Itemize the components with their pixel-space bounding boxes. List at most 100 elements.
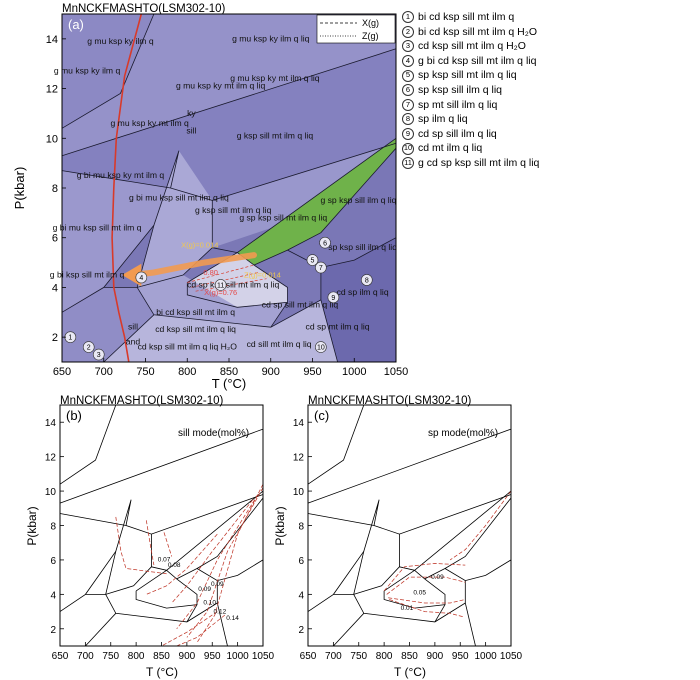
a-boundary-2 bbox=[61, 48, 397, 157]
c-xtick-label: 1000 bbox=[475, 651, 498, 662]
panel-c-letter: (c) bbox=[314, 408, 329, 423]
phase-field-7 bbox=[212, 138, 396, 248]
field-marker-7 bbox=[315, 261, 327, 274]
field-marker-3 bbox=[92, 348, 105, 361]
panel-c-header: MnNCKFMASHTO(LSM302-10) bbox=[308, 395, 472, 407]
a-boundary-13 bbox=[136, 287, 322, 328]
field-label-27: and bbox=[126, 337, 141, 347]
a-xtick-label: 750 bbox=[136, 366, 154, 378]
field-marker-label-9: 9 bbox=[331, 295, 335, 302]
sill-contour-label-7: 0.09 bbox=[211, 581, 224, 588]
c-boundary-7 bbox=[399, 490, 512, 571]
field-label-26: sill bbox=[128, 322, 138, 332]
a-xtick-label: 1050 bbox=[384, 366, 408, 378]
legend-item-4: 4 g bi cd ksp sill mt ilm q liq bbox=[402, 54, 694, 69]
b-xtick-label: 700 bbox=[77, 651, 94, 662]
field-label-22: cd sill mt ilm q liq bbox=[247, 339, 312, 349]
b-boundary-1 bbox=[59, 404, 117, 485]
legend-text: sp ksp sill mt ilm q liq bbox=[418, 69, 517, 82]
sp-contour-4 bbox=[389, 599, 463, 618]
a-ytick-label: 4 bbox=[52, 282, 58, 294]
legend-text: g cd sp ksp sill mt ilm q liq bbox=[418, 156, 540, 169]
line-style-legend: X(g) Z(g) bbox=[316, 14, 396, 44]
legend-number: 9 bbox=[402, 128, 414, 141]
panel-c-xlabel: T (°C) bbox=[394, 665, 426, 679]
legend-item-10: 10 cd mt ilm q liq bbox=[402, 141, 694, 156]
a-boundary-3 bbox=[61, 142, 397, 201]
legend-item-11: 11 g cd sp ksp sill mt ilm q liq bbox=[402, 156, 694, 171]
b-ytick-label: 4 bbox=[50, 590, 56, 601]
field-marker-label-8: 8 bbox=[365, 278, 369, 285]
field-marker-label-6: 6 bbox=[323, 240, 327, 247]
legend-number: 3 bbox=[402, 40, 414, 53]
a-xtick-label: 650 bbox=[53, 366, 71, 378]
b-ytick-label: 12 bbox=[45, 453, 57, 464]
line-style-legend-box bbox=[316, 14, 396, 44]
a-boundary-9 bbox=[287, 237, 397, 268]
legend-number: 1 bbox=[402, 11, 414, 24]
sill-contour-8 bbox=[196, 484, 264, 643]
c-boundary-3 bbox=[307, 494, 512, 535]
field-marker-4 bbox=[135, 271, 148, 284]
field-marker-label-11: 11 bbox=[217, 283, 224, 290]
c-boundary-6 bbox=[353, 534, 400, 595]
legend-text: cd sp sill ilm q liq bbox=[418, 127, 497, 140]
sp-contour-5 bbox=[449, 490, 512, 561]
assemblage-legend: 1 bi cd ksp sill mt ilm q 2 bi cd ksp sill … bbox=[402, 10, 694, 171]
phase-field-13 bbox=[103, 299, 338, 362]
legend-number: 5 bbox=[402, 69, 414, 82]
panel-b-xlabel: T (°C) bbox=[146, 665, 178, 679]
a-xtick-label: 800 bbox=[178, 366, 196, 378]
field-marker-label-1: 1 bbox=[68, 335, 72, 342]
field-marker-5 bbox=[306, 254, 319, 266]
b-ytick-label: 14 bbox=[45, 418, 57, 429]
legend-number: 2 bbox=[402, 25, 414, 38]
c-ytick-label: 8 bbox=[298, 522, 304, 533]
field-label-18: cd sp ksp sill mt ilm q liq bbox=[187, 279, 279, 289]
legend-number: 7 bbox=[402, 98, 414, 111]
x-contour-3 bbox=[195, 278, 267, 292]
field-label-1: g mu ksp ky ilm q bbox=[87, 36, 154, 46]
c-xtick-label: 900 bbox=[427, 651, 444, 662]
b-xtick-label: 900 bbox=[179, 651, 196, 662]
a-xtick-label: 850 bbox=[220, 366, 238, 378]
sp-contour-label-3: 0.01 bbox=[401, 605, 414, 612]
b-ytick-label: 2 bbox=[50, 625, 56, 636]
point-label-2: Z(g)=0.014 bbox=[244, 270, 281, 279]
field-marker-6 bbox=[319, 236, 331, 249]
sill-contour-label-6: 0.14 bbox=[226, 615, 239, 622]
legend-number: 4 bbox=[402, 55, 414, 68]
a-ytick-label: 6 bbox=[52, 233, 58, 245]
b-ytick-label: 6 bbox=[50, 556, 56, 567]
legend-text: g bi cd ksp sill mt ilm q liq bbox=[418, 54, 537, 67]
a-boundary-1 bbox=[61, 13, 155, 129]
field-label-14: g sp ksp sill mt ilm q liq bbox=[239, 212, 327, 222]
b-xtick-label: 650 bbox=[52, 651, 69, 662]
legend-text: sp mt sill ilm q liq bbox=[418, 98, 498, 111]
panel-c-ticks: 650 700 750 800 850 900 950 1000 1050 2 4 6 8 10 12 14 bbox=[293, 418, 523, 662]
phase-field-6 bbox=[137, 150, 213, 288]
field-label-13: g ksp sill mt ilm q liq bbox=[195, 205, 272, 215]
field-label-17: g bi ksp sill mt ilm q bbox=[50, 269, 125, 279]
panel-a-ylabel: P(kbar) bbox=[12, 167, 27, 210]
phase-field-4 bbox=[62, 48, 396, 201]
sill-contour-label-1: 0.07 bbox=[158, 557, 171, 564]
field-label-12: g bi mu ksp sill mt ilm q liq bbox=[129, 192, 229, 202]
panel-b-header: MnNCKFMASHTO(LSM302-10) bbox=[60, 395, 224, 407]
b-boundary-3 bbox=[59, 494, 264, 535]
c-xtick-label: 700 bbox=[325, 651, 342, 662]
c-boundary-10 bbox=[464, 580, 476, 647]
field-label-6: g mu ksp ky mt ilm q bbox=[111, 118, 190, 128]
panel-a-letter: (a) bbox=[68, 17, 84, 32]
b-xtick-label: 800 bbox=[128, 651, 145, 662]
a-boundary-12 bbox=[186, 264, 288, 308]
field-label-7: g ksp sill mt ilm q liq bbox=[237, 130, 314, 140]
field-label-11: g bi mu ksp sill mt ilm q bbox=[53, 222, 142, 232]
c-boundary-14 bbox=[333, 613, 365, 647]
legend-text: bi cd ksp sill mt ilm q bbox=[418, 11, 515, 23]
a-ytick-label: 12 bbox=[46, 84, 58, 96]
b-boundary-15 bbox=[186, 604, 198, 623]
field-label-8: ky bbox=[187, 108, 196, 118]
point-label-4: 0.80 bbox=[203, 268, 218, 277]
a-boundary-15 bbox=[270, 302, 288, 328]
